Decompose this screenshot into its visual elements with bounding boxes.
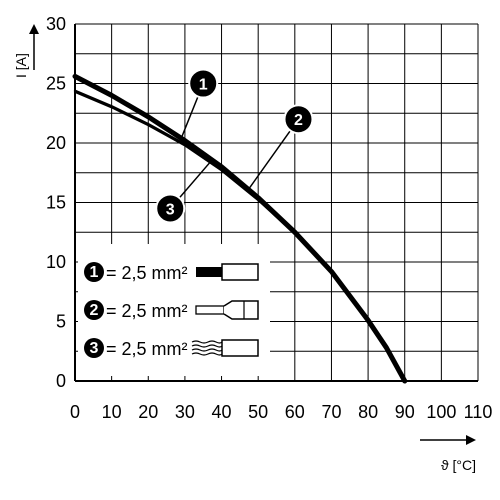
x-tick-label: 110: [464, 402, 493, 422]
strand: [191, 348, 223, 352]
annotation-badge-label: 1: [199, 77, 208, 94]
x-tick-label: 30: [175, 402, 195, 422]
y-tick-label: 15: [46, 193, 66, 213]
x-tick-label: 70: [321, 402, 341, 422]
x-axis-arrow-icon: [466, 435, 476, 445]
legend-item-text: = 2,5 mm²: [106, 339, 188, 359]
legend-badge-2: [84, 300, 104, 320]
series-lines: [72, 73, 408, 384]
conductor-core: [196, 267, 222, 277]
conductor-sleeve: [221, 339, 259, 357]
axes: [74, 24, 478, 382]
annotation-badge-label: 3: [166, 201, 175, 218]
legend: 1 = 2,5 mm² 2 = 2,5 mm² 3 = 2,5 mm²: [78, 244, 270, 376]
y-tick-label: 5: [56, 312, 66, 332]
series-3-line: [73, 89, 406, 383]
ferrule-tube: [195, 305, 225, 315]
legend-badge-3: [84, 338, 104, 358]
conductor-ferrule-icon: [195, 300, 259, 320]
y-tick-label: 20: [46, 133, 66, 153]
x-tick-label: 10: [102, 402, 122, 422]
x-tick-label: 80: [358, 402, 378, 422]
strand: [191, 344, 223, 348]
y-tick-label: 10: [46, 252, 66, 272]
y-axis-arrow-icon: [29, 24, 39, 34]
tick-labels: 0 5 10 15 20 25 30 0 10 20 30 40 50 60 70 80 90 100 110: [46, 14, 492, 422]
x-tick-label: 50: [248, 402, 268, 422]
annotation-badge-1: [188, 68, 219, 99]
conductor-sleeve: [221, 263, 259, 281]
x-tick-label: 100: [426, 402, 456, 422]
annotation-badge-2: [283, 104, 314, 135]
legend-item-text: = 2,5 mm²: [106, 301, 188, 321]
legend-item-text: = 2,5 mm²: [106, 263, 188, 283]
ferrule-collar: [223, 300, 259, 320]
strand: [191, 352, 223, 356]
legend-badge-1: [84, 262, 104, 282]
y-tick-label: 30: [46, 14, 66, 34]
annotations: 1 2 3: [155, 68, 314, 224]
x-tick-label: 0: [70, 402, 80, 422]
x-tick-label: 90: [395, 402, 415, 422]
annotation-badge-3: [155, 193, 186, 224]
x-axis-label: ϑ [°C]: [441, 457, 476, 473]
legend-badge-label: 2: [90, 302, 99, 319]
y-tick-label: 25: [46, 74, 66, 94]
axis-labels: I [A] ϑ [°C]: [13, 24, 476, 473]
x-tick-label: 20: [138, 402, 158, 422]
y-axis-label: I [A]: [13, 53, 29, 78]
annotation-badge-label: 2: [294, 112, 303, 129]
conductor-stranded-icon: [191, 339, 259, 357]
y-tick-label: 0: [56, 371, 66, 391]
strand: [191, 340, 223, 344]
x-tick-label: 40: [212, 402, 232, 422]
legend-badge-label: 3: [90, 340, 99, 357]
conductor-solid-icon: [196, 263, 259, 281]
x-tick-label: 60: [285, 402, 305, 422]
legend-badge-label: 1: [90, 264, 99, 281]
